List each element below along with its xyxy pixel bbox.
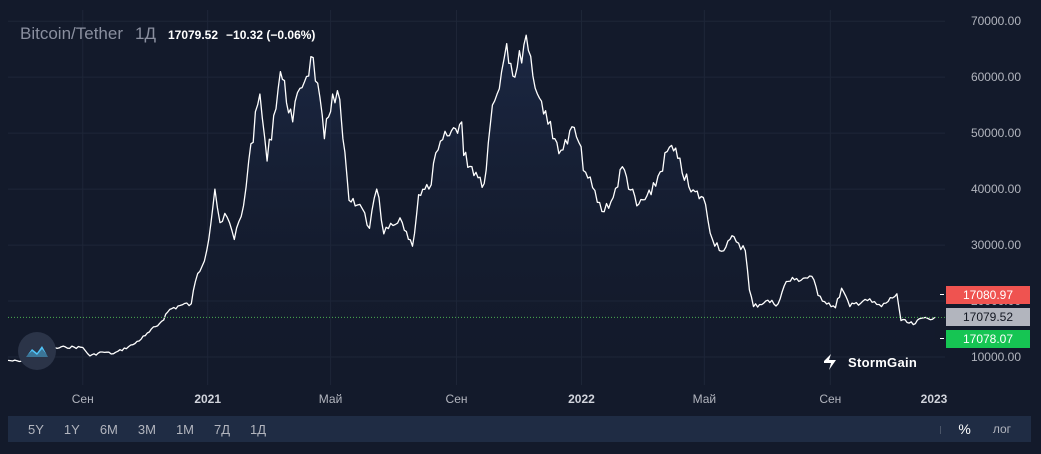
high-price-tag: 17080.97 — [940, 286, 1030, 305]
x-tick-label: Май — [318, 392, 343, 406]
range-1m-button[interactable]: 1M — [175, 421, 194, 437]
x-tick-label: Май — [692, 392, 717, 406]
price-change: −10.32 (−0.06%) — [226, 28, 316, 42]
range-6m-button[interactable]: 6M — [99, 421, 118, 437]
cloud-chart-icon — [25, 346, 49, 357]
range-toolbar: 5Y 1Y 6M 3M 1M 7Д 1Д % лог — [8, 416, 1031, 442]
brand-name: StormGain — [848, 354, 918, 370]
y-tick-label: 30000.00 — [970, 238, 1021, 253]
range-3m-button[interactable]: 3M — [137, 421, 156, 437]
y-tick-label: 60000.00 — [970, 70, 1021, 85]
chart-legend: Bitcoin/Tether 1Д 17079.52 −10.32 (−0.06… — [20, 24, 315, 44]
x-tick-label: Сен — [819, 392, 842, 406]
range-1y-button[interactable]: 1Y — [63, 421, 80, 437]
y-tick-label: 70000.00 — [970, 14, 1021, 29]
range-5y-button[interactable]: 5Y — [28, 421, 44, 437]
y-tick-label: 10000.00 — [970, 350, 1021, 364]
brand-watermark: StormGain — [820, 352, 917, 372]
percent-scale-button[interactable]: % — [958, 421, 971, 437]
x-tick-label: 2022 — [568, 392, 595, 406]
range-7d-button[interactable]: 7Д — [214, 421, 231, 437]
last-price-tag: 17079.52 — [940, 308, 1030, 327]
x-tick-label: 2021 — [194, 392, 222, 406]
range-1d-button[interactable]: 1Д — [250, 421, 267, 437]
price-series — [7, 34, 945, 385]
scale-tools: % лог — [958, 416, 1011, 442]
current-price: 17079.52 — [167, 28, 219, 42]
timeframe-label: 1Д — [135, 24, 156, 43]
y-tick-label: 50000.00 — [970, 126, 1021, 141]
log-scale-button[interactable]: лог — [992, 422, 1011, 436]
x-tick-label: 2023 — [920, 392, 948, 406]
low-price-tag: 17078.07 — [940, 330, 1030, 349]
price-line — [7, 34, 936, 363]
price-area-fill — [8, 35, 935, 385]
x-tick-label: Сен — [71, 392, 94, 406]
symbol-label: Bitcoin/Tether — [20, 24, 123, 43]
y-tick-label: 40000.00 — [970, 182, 1021, 197]
stormgain-logo-icon — [824, 354, 836, 370]
toolbar-divider — [940, 426, 941, 434]
x-tick-label: Сен — [445, 392, 468, 406]
app-logo[interactable] — [18, 332, 56, 370]
